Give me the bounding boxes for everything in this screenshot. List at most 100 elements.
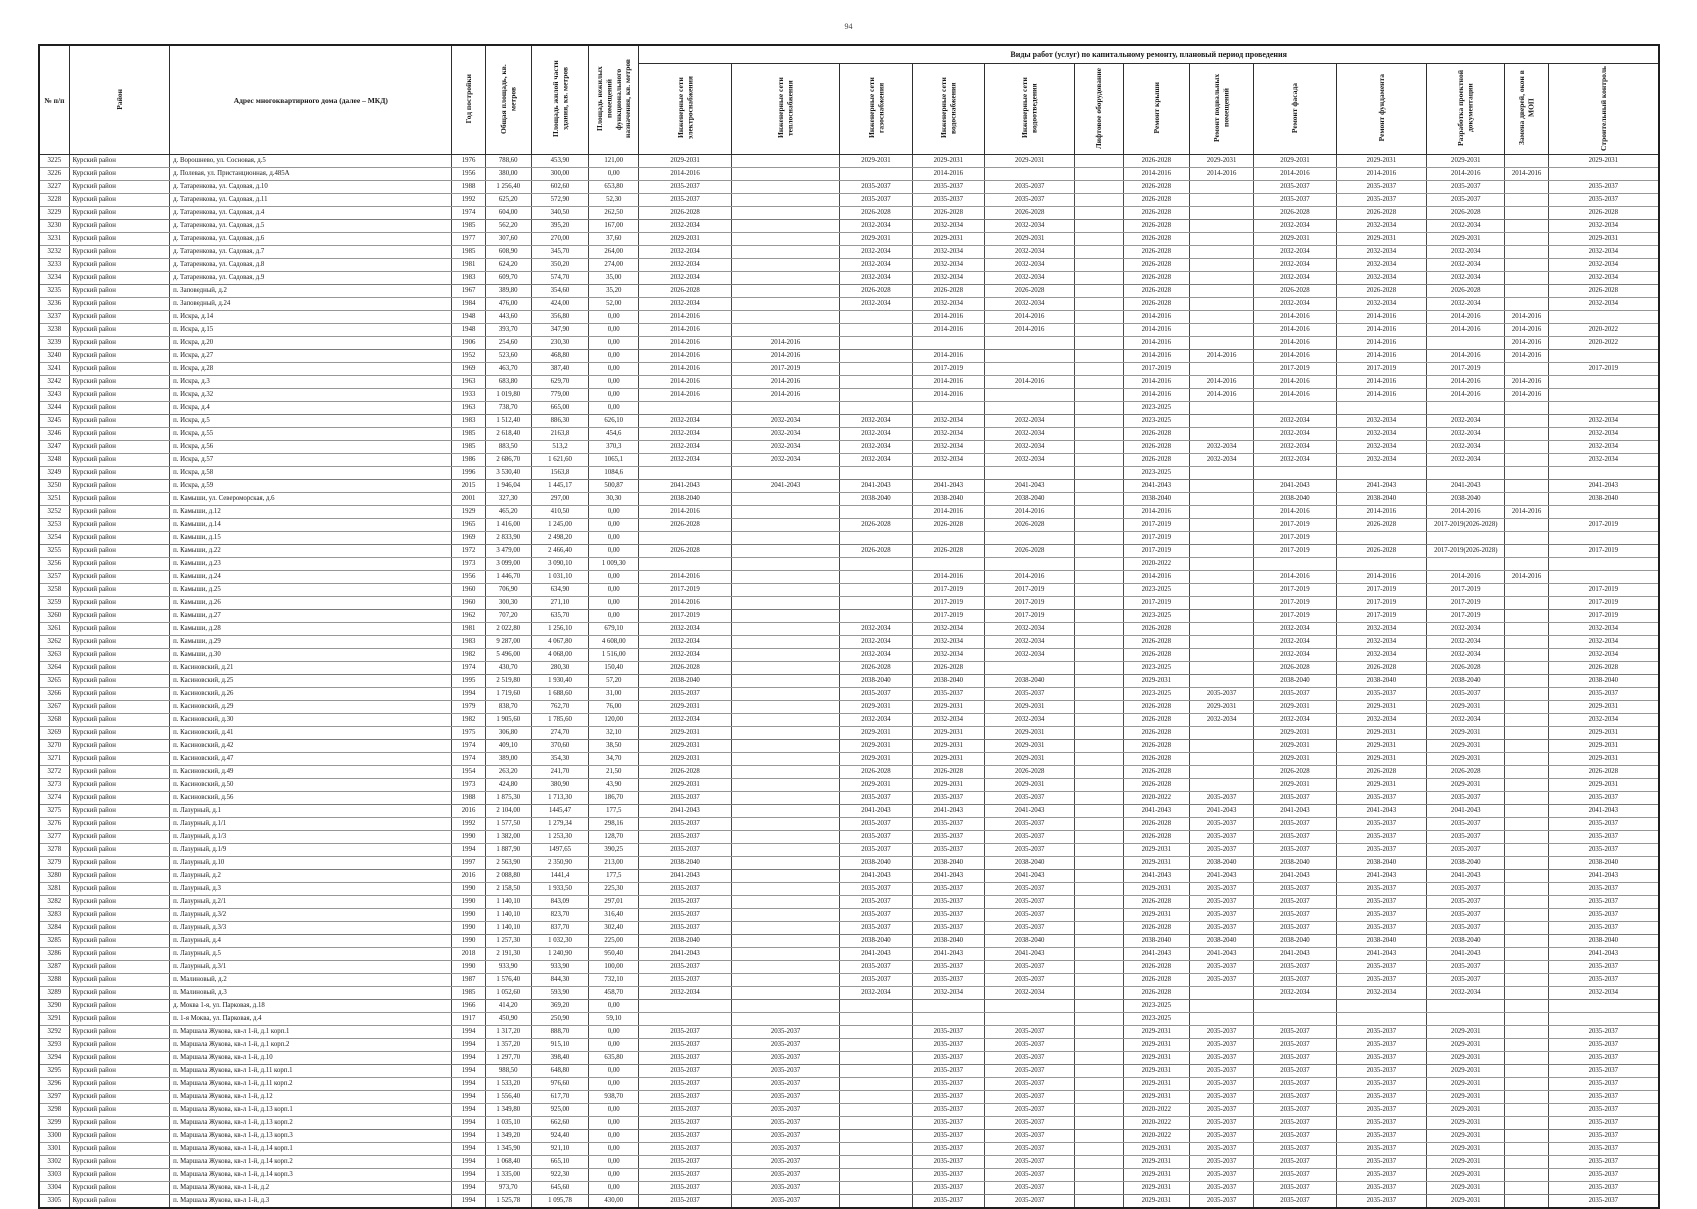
cell-year: 1992 [451,817,486,831]
cell-roof: 2026-2028 [1122,700,1190,714]
cell-nonliving-area: 938,70 [588,1090,640,1104]
cell-nonliving-area: 177,5 [588,804,640,818]
cell-address: п. Камыши, д.28 [169,622,453,636]
cell-electricity: 2035-2037 [638,1168,732,1182]
cell-electricity: 2035-2037 [638,1155,732,1169]
cell-electricity: 2014-2016 [638,596,732,610]
table-header: № п/п Район Адрес многоквартирного дома … [38,44,1660,155]
cell-district: Курский район [68,973,171,987]
cell-heating [730,778,841,792]
cell-sewerage: 2035-2037 [983,1077,1076,1091]
table-row: 3280 Курский район п. Лазурный, д.2 2016 2 0… [38,869,1660,883]
cell-water-supply: 2032-2034 [911,622,986,636]
cell-year: 1994 [451,1064,486,1078]
cell-doors-windows [1504,778,1549,792]
cell-roof: 2014-2016 [1122,375,1190,389]
cell-basement: 2014-2016 [1188,167,1255,181]
cell-sewerage: 2029-2031 [983,700,1076,714]
cell-design-docs [1426,401,1506,415]
cell-living-area: 4 067,80 [530,635,590,649]
cell-elevator [1074,570,1124,584]
cell-water-supply: 2032-2034 [911,986,986,1000]
cell-electricity: 2032-2034 [638,427,732,441]
cell-year: 1994 [451,1142,486,1156]
cell-elevator [1074,674,1124,688]
cell-design-docs: 2014-2016 [1426,323,1506,337]
cell-heating: 2014-2016 [730,336,841,350]
cell-basement: 2035-2037 [1188,791,1255,805]
cell-doors-windows [1504,817,1549,831]
cell-living-area: 1441,4 [530,869,590,883]
cell-sewerage [983,167,1076,181]
cell-design-docs [1426,999,1506,1013]
cell-year: 1986 [451,453,486,467]
cell-address: д. Ворошнево, ул. Сосновая, д.5 [169,154,453,168]
cell-elevator [1074,661,1124,675]
cell-heating: 2032-2034 [730,427,841,441]
cell-heating [730,752,841,766]
cell-electricity: 2014-2016 [638,570,732,584]
cell-doors-windows [1504,609,1549,623]
cell-address: п. Камыши, д.14 [169,518,453,532]
cell-address: д. Татаренкова, ул. Садовая, д.6 [169,232,453,246]
cell-foundation [1335,401,1428,415]
cell-roof: 2026-2028 [1122,765,1190,779]
cell-basement: 2035-2037 [1188,1090,1255,1104]
cell-foundation: 2035-2037 [1335,1168,1428,1182]
cell-total-area: 306,80 [484,726,532,740]
cell-heating: 2035-2037 [730,1116,841,1130]
cell-doors-windows [1504,947,1549,961]
cell-total-area: 2 022,80 [484,622,532,636]
cell-gas: 2032-2034 [839,440,913,454]
cell-facade: 2041-2043 [1253,869,1337,883]
cell-basement: 2032-2034 [1188,440,1255,454]
cell-nonliving-area: 32,10 [588,726,640,740]
cell-gas [839,531,913,545]
cell-address: п. Малиновый, д.2 [169,973,453,987]
cell-design-docs: 2035-2037 [1426,193,1506,207]
cell-num: 3296 [38,1077,70,1091]
cell-nonliving-area: 0,00 [588,570,640,584]
cell-nonliving-area: 500,87 [588,479,640,493]
cell-num: 3302 [38,1155,70,1169]
cell-num: 3247 [38,440,70,454]
cell-construction-control: 2032-2034 [1547,219,1660,233]
cell-roof: 2023-2025 [1122,661,1190,675]
cell-elevator [1074,895,1124,909]
cell-num: 3299 [38,1116,70,1130]
table-row: 3254 Курский район п. Камыши, д.15 1969 2 83… [38,531,1660,545]
cell-construction-control [1547,570,1660,584]
cell-total-area: 988,50 [484,1064,532,1078]
cell-address: п. Лазурный, д.3/1 [169,960,453,974]
cell-num: 3244 [38,401,70,415]
cell-gas [839,1142,913,1156]
table-row: 3298 Курский район п. Маршала Жукова, кв-л… [38,1103,1660,1117]
cell-basement [1188,765,1255,779]
cell-nonliving-area: 0,00 [588,167,640,181]
cell-address: п. Лазурный, д.2 [169,869,453,883]
cell-electricity: 2029-2031 [638,752,732,766]
cell-basement: 2029-2031 [1188,154,1255,168]
cell-nonliving-area: 0,00 [588,1116,640,1130]
cell-year: 1985 [451,219,486,233]
cell-electricity: 2014-2016 [638,323,732,337]
cell-construction-control: 2035-2037 [1547,791,1660,805]
cell-district: Курский район [68,882,171,896]
cell-nonliving-area: 390,25 [588,843,640,857]
cell-living-area: 1 253,30 [530,830,590,844]
cell-district: Курский район [68,921,171,935]
cell-address: п. Искра, д.3 [169,375,453,389]
cell-construction-control: 2035-2037 [1547,973,1660,987]
cell-sewerage: 2035-2037 [983,1051,1076,1065]
cell-elevator [1074,700,1124,714]
cell-water-supply: 2032-2034 [911,414,986,428]
cell-living-area: 617,70 [530,1090,590,1104]
cell-num: 3249 [38,466,70,480]
cell-water-supply: 2035-2037 [911,921,986,935]
cell-sewerage: 2032-2034 [983,648,1076,662]
table-row: 3278 Курский район п. Лазурный, д.1/9 1994 1… [38,843,1660,857]
cell-nonliving-area: 30,30 [588,492,640,506]
cell-facade: 2017-2019 [1253,362,1337,376]
cell-address: п. Заповедный, д.24 [169,297,453,311]
cell-district: Курский район [68,596,171,610]
